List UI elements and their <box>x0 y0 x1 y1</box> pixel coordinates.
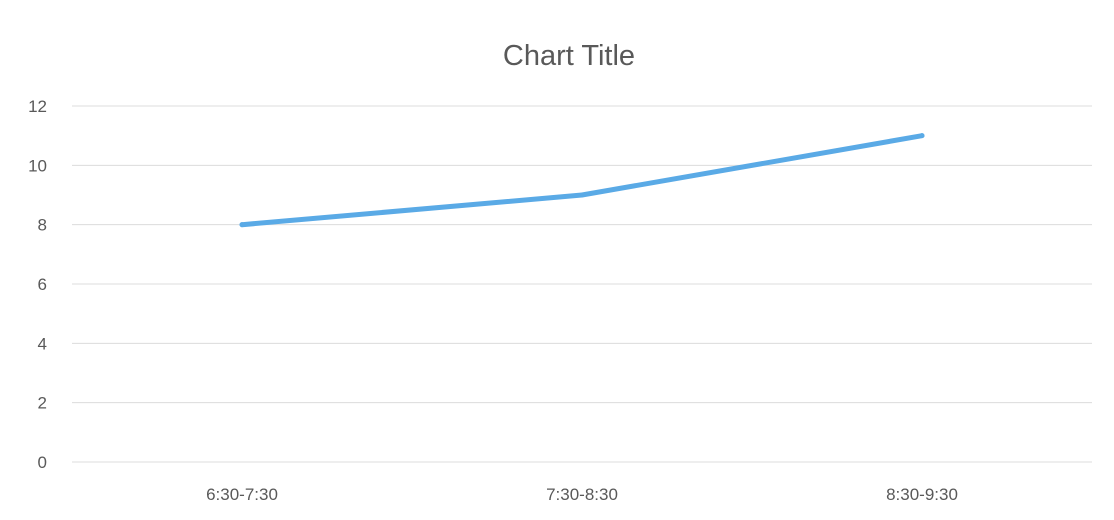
x-axis-ticks: 6:30-7:30 7:30-8:30 8:30-9:30 <box>206 485 958 504</box>
data-point <box>239 222 245 228</box>
series-line-0 <box>239 133 925 228</box>
y-tick-label: 8 <box>38 216 47 235</box>
y-tick-label: 12 <box>28 97 47 116</box>
data-point <box>919 133 925 139</box>
gridlines <box>72 105 1092 463</box>
x-tick-label: 6:30-7:30 <box>206 485 278 504</box>
series-layer <box>239 133 925 228</box>
x-tick-label: 7:30-8:30 <box>546 485 618 504</box>
y-tick-label: 6 <box>38 275 47 294</box>
chart-title: Chart Title <box>503 40 635 72</box>
y-axis-ticks: 0 2 4 6 8 10 12 <box>28 97 47 472</box>
y-tick-label: 4 <box>38 334 47 353</box>
y-tick-label: 0 <box>38 453 47 472</box>
data-point <box>579 192 585 198</box>
x-tick-label: 8:30-9:30 <box>886 485 958 504</box>
y-tick-label: 10 <box>28 156 47 175</box>
y-tick-label: 2 <box>38 394 47 413</box>
